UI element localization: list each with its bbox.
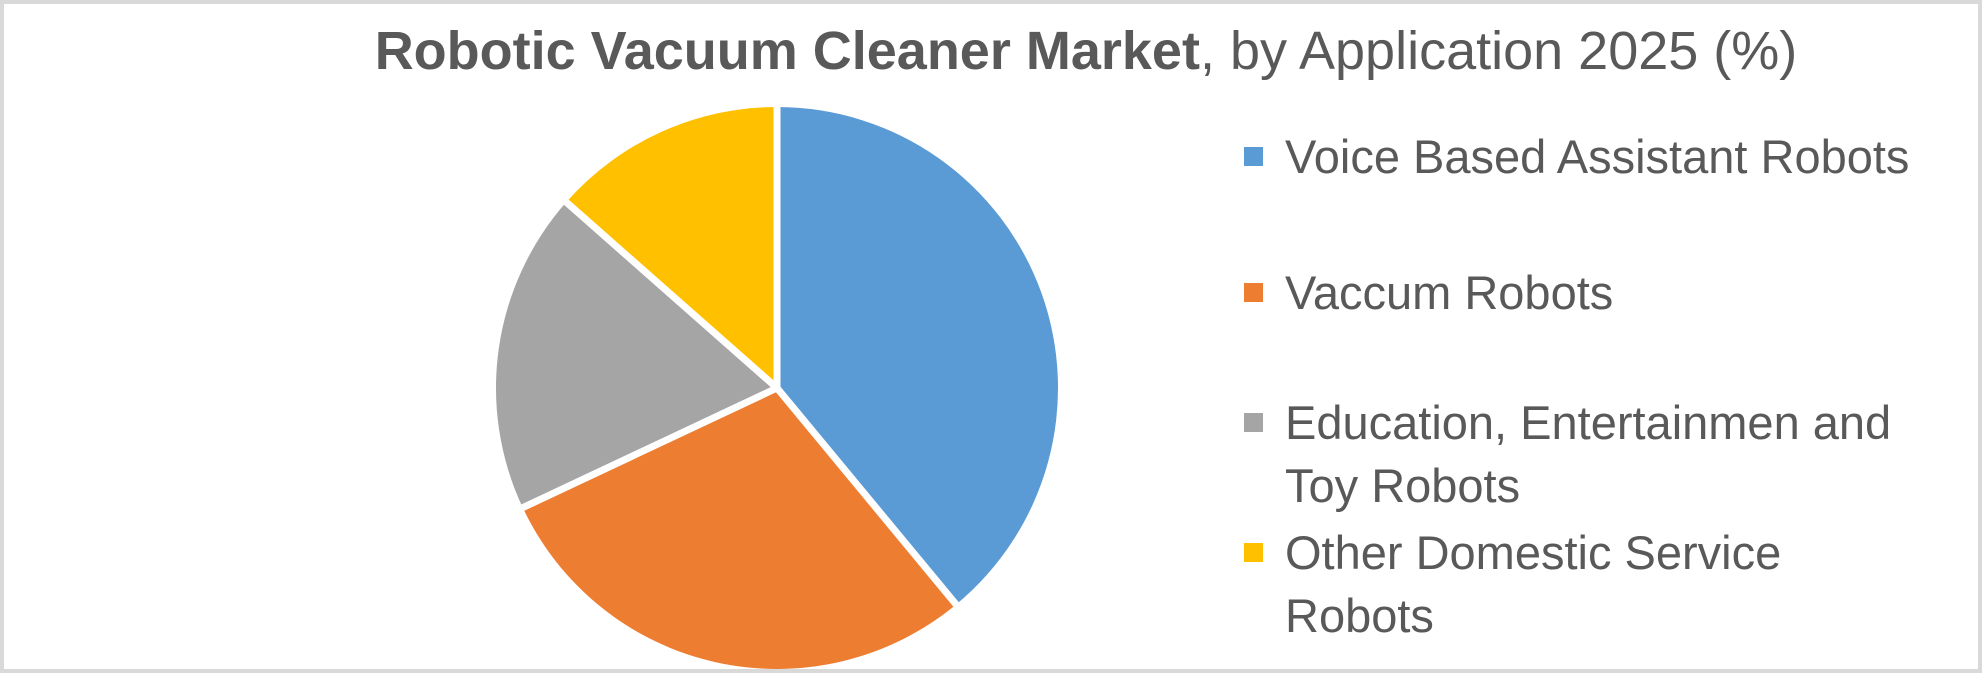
- legend-item-other-domestic-service-robots: Other Domestic Service Robots: [1244, 521, 1781, 647]
- pie-slice-0: [777, 107, 1058, 605]
- slice-separator: [563, 199, 780, 391]
- chart-title-regular: , by Application 2025 (%): [1199, 21, 1798, 81]
- pie-chart: [495, 107, 1058, 669]
- chart-title: Robotic Vacuum Cleaner Market, by Applic…: [4, 20, 1978, 82]
- chart-title-bold: Robotic Vacuum Cleaner Market: [374, 21, 1200, 81]
- legend-label: Vaccum Robots: [1285, 266, 1614, 319]
- legend-swatch-icon: [1244, 283, 1263, 302]
- legend-swatch-icon: [1244, 543, 1263, 562]
- slice-separator: [521, 384, 779, 511]
- slice-separator: [774, 385, 959, 607]
- legend-swatch-icon: [1244, 413, 1263, 432]
- legend-swatch-icon: [1244, 147, 1263, 166]
- legend-label: Voice Based Assistant Robots: [1285, 130, 1910, 183]
- legend-label: Education, Entertainmen and Toy Robots: [1285, 396, 1892, 512]
- legend-label: Other Domestic Service Robots: [1285, 526, 1782, 642]
- legend-item-education-entertainment-toy-robots: Education, Entertainmen and Toy Robots: [1244, 391, 1891, 517]
- legend: Voice Based Assistant Robots Vaccum Robo…: [1244, 4, 1956, 669]
- legend-item-voice-based-assistant-robots: Voice Based Assistant Robots: [1244, 125, 1909, 188]
- pie-slice-2: [495, 202, 777, 508]
- legend-item-vaccum-robots: Vaccum Robots: [1244, 261, 1613, 324]
- pie-slice-3: [566, 107, 777, 388]
